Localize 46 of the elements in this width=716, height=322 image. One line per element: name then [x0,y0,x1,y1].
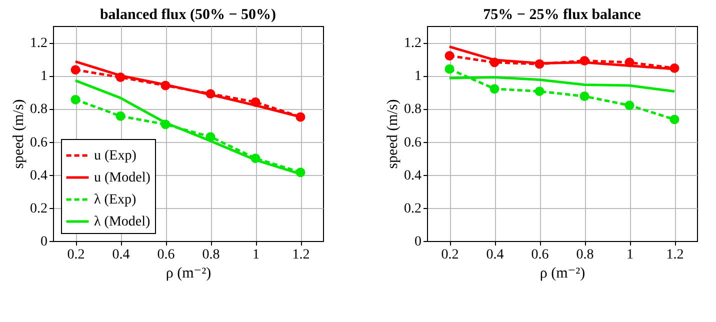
point [490,84,500,94]
point [70,94,80,104]
x-tick-label: 0.4 [486,248,504,262]
x-tick-label: 0.8 [202,248,220,262]
x-tick-label: 0.8 [576,248,594,262]
x-tick-label: 1.2 [666,248,684,262]
point [116,111,126,121]
y-tick-label: 0.6 [30,135,48,150]
y-tick-label: 0.2 [30,201,48,216]
legend-label: u (Model) [94,170,151,186]
x-tick-label: 0.4 [112,248,130,262]
x-axis-title: ρ (m⁻²) [166,266,212,282]
x-tick-label: 1 [252,248,260,262]
point [534,86,544,96]
y-tick-label: 0 [40,234,48,250]
y-tick-label: 0.4 [404,168,422,184]
y-tick-label: 0.8 [30,102,48,118]
point [580,92,590,102]
y-tick-label: 0 [414,234,422,250]
point [444,64,454,74]
x-tick-label: 1.2 [292,248,310,262]
x-tick-label: 1 [626,248,634,262]
point [70,65,80,75]
point [624,100,634,110]
y-tick-label: 0.8 [404,102,422,118]
chart-title: 75% − 25% flux balance [483,7,642,23]
legend-label: λ (Exp) [94,192,136,208]
y-tick-label: 0.2 [404,201,422,216]
x-tick-label: 0.2 [441,248,459,262]
legend-label: λ (Model) [94,214,150,230]
x-axis-title: ρ (m⁻²) [540,266,586,282]
x-tick-label: 0.2 [67,248,85,262]
point [444,51,454,61]
x-tick-label: 0.6 [531,248,549,262]
y-tick-label: 1.2 [30,36,48,52]
x-tick-label: 0.6 [157,248,175,262]
legend-label: u (Exp) [94,148,137,164]
y-tick-label: 1 [40,69,48,84]
y-tick-label: 1.2 [404,36,422,52]
y-axis-title: speed (m/s) [11,99,27,169]
y-axis-title: speed (m/s) [385,99,401,169]
y-tick-label: 0.6 [404,135,422,150]
y-tick-label: 0.4 [30,168,48,184]
point [670,114,680,124]
y-tick-label: 1 [414,69,422,84]
chart-title: balanced flux (50% − 50%) [100,7,276,23]
